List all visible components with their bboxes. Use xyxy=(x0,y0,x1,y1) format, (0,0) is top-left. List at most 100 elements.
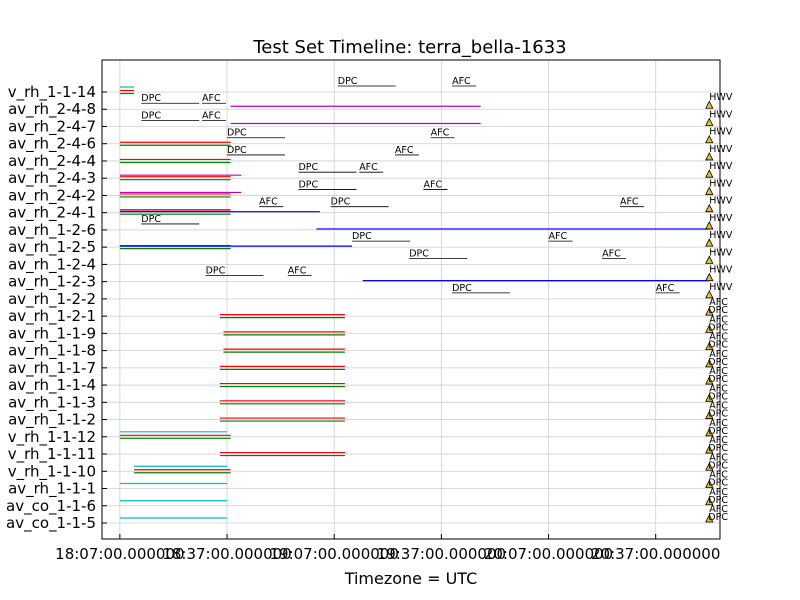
marker-label: HWV xyxy=(709,213,733,224)
annotation-label: AFC xyxy=(259,197,278,208)
x-tick-label: 18:37:00.000000 xyxy=(162,545,291,563)
y-tick-label: av_rh_1-2-4 xyxy=(8,255,96,274)
y-tick-label: av_co_1-1-5 xyxy=(6,514,96,533)
marker-label: HWV xyxy=(709,247,733,258)
annotation-label: DPC xyxy=(409,248,429,259)
event-marker xyxy=(705,341,714,350)
event-marker xyxy=(705,169,714,178)
marker-label: AFC xyxy=(709,418,728,429)
marker-label: HWV xyxy=(709,196,733,207)
annotation-label: AFC xyxy=(431,128,450,139)
marker-label: AFC xyxy=(709,332,728,343)
marker-label: HWV xyxy=(709,161,733,172)
marker-label: DPC xyxy=(708,409,728,420)
y-tick-label: v_rh_1-1-12 xyxy=(8,428,96,447)
event-marker xyxy=(705,186,714,195)
y-tick-label: av_rh_1-2-1 xyxy=(8,307,96,326)
marker-label: DPC xyxy=(708,340,728,351)
event-marker xyxy=(705,100,714,109)
event-marker xyxy=(705,393,714,402)
y-tick-label: av_rh_2-4-6 xyxy=(8,135,96,154)
series-segments xyxy=(119,86,710,519)
event-marker xyxy=(705,117,714,126)
annotation-label: AFC xyxy=(202,93,221,104)
event-marker xyxy=(705,134,714,144)
annotation-label: DPC xyxy=(298,179,318,190)
x-tick-label: 20:37:00.000000 xyxy=(591,545,720,563)
y-tick-label: av_rh_2-4-7 xyxy=(8,117,96,136)
marker-label: AFC xyxy=(709,314,728,325)
marker-label: DPC xyxy=(708,495,728,506)
marker-label: AFC xyxy=(709,401,728,412)
event-marker xyxy=(705,203,714,213)
event-marker xyxy=(705,445,714,454)
marker-label: HWV xyxy=(709,178,733,189)
y-tick-label: av_rh_2-4-4 xyxy=(8,152,96,171)
x-tick-label: 19:37:00.000000 xyxy=(377,545,506,563)
event-marker xyxy=(705,238,714,247)
marker-label: AFC xyxy=(709,383,728,394)
y-tick-label: av_rh_1-2-3 xyxy=(8,273,96,292)
chart-title: Test Set Timeline: terra_bella-1633 xyxy=(252,37,566,58)
y-tick-label: av_rh_1-1-4 xyxy=(8,376,96,395)
annotation-label: AFC xyxy=(424,179,443,190)
y-tick-label: v_rh_1-1-10 xyxy=(8,462,96,481)
x-tick-labels: 18:07:00.00000018:37:00.00000019:07:00.0… xyxy=(55,545,720,563)
marker-label: DPC xyxy=(708,374,728,385)
marker-label: DPC xyxy=(708,443,728,454)
annotation-label: DPC xyxy=(206,266,226,277)
x-tick-label: 19:07:00.000000 xyxy=(269,545,398,563)
y-tick-label: av_rh_1-1-2 xyxy=(8,411,96,430)
marker-label: AFC xyxy=(709,470,728,481)
marker-label: AFC xyxy=(709,435,728,446)
marker-label: DPC xyxy=(708,426,728,437)
event-marker xyxy=(705,479,714,488)
event-marker xyxy=(705,427,714,437)
marker-label: DPC xyxy=(708,305,728,316)
annotation-label: DPC xyxy=(141,110,161,121)
y-tick-label: av_rh_1-2-2 xyxy=(8,290,96,309)
grid-lines xyxy=(102,60,720,539)
marker-label: DPC xyxy=(708,391,728,402)
marker-label: AFC xyxy=(709,504,728,515)
y-tick-label: av_rh_1-1-8 xyxy=(8,342,96,361)
event-marker xyxy=(705,358,714,368)
event-marker xyxy=(705,289,714,299)
y-tick-label: v_rh_1-1-11 xyxy=(8,445,96,464)
event-marker xyxy=(705,496,714,506)
y-tick-label: av_rh_1-1-1 xyxy=(8,480,96,499)
y-tick-label: av_rh_1-1-3 xyxy=(8,393,96,412)
event-marker xyxy=(705,272,714,282)
annotation-label: AFC xyxy=(602,248,621,259)
event-marker xyxy=(705,410,714,419)
plot-frame xyxy=(101,59,721,540)
marker-label: AFC xyxy=(709,452,728,463)
annotation-label: DPC xyxy=(338,76,358,87)
marker-label: AFC xyxy=(709,349,728,360)
y-tick-label: v_rh_1-1-14 xyxy=(8,83,96,102)
annotation-label: DPC xyxy=(227,128,247,139)
event-marker xyxy=(705,307,714,316)
event-marker xyxy=(705,152,714,161)
annotation-label: AFC xyxy=(620,197,639,208)
annotation-label: DPC xyxy=(452,283,472,294)
y-tick-label: av_rh_2-4-2 xyxy=(8,186,96,205)
marker-label: DPC xyxy=(708,512,728,523)
marker-label: AFC xyxy=(709,297,728,308)
annotation-label: DPC xyxy=(331,197,351,208)
annotation-label: AFC xyxy=(656,283,675,294)
y-tick-label: av_rh_1-1-7 xyxy=(8,359,96,378)
x-axis-label: Timezone = UTC xyxy=(344,569,478,588)
y-tick-label: av_rh_1-2-5 xyxy=(8,238,96,257)
x-tick-label: 20:07:00.000000 xyxy=(484,545,613,563)
marker-label: HWV xyxy=(709,109,733,120)
marker-label: HWV xyxy=(709,265,733,276)
marker-label: HWV xyxy=(709,92,733,103)
y-tick-label: av_rh_2-4-1 xyxy=(8,204,96,223)
y-tick-label: av_co_1-1-6 xyxy=(6,497,96,516)
marker-label: HWV xyxy=(709,230,733,241)
event-marker xyxy=(705,376,714,385)
annotation-label: AFC xyxy=(359,162,378,173)
marker-label: DPC xyxy=(708,460,728,471)
